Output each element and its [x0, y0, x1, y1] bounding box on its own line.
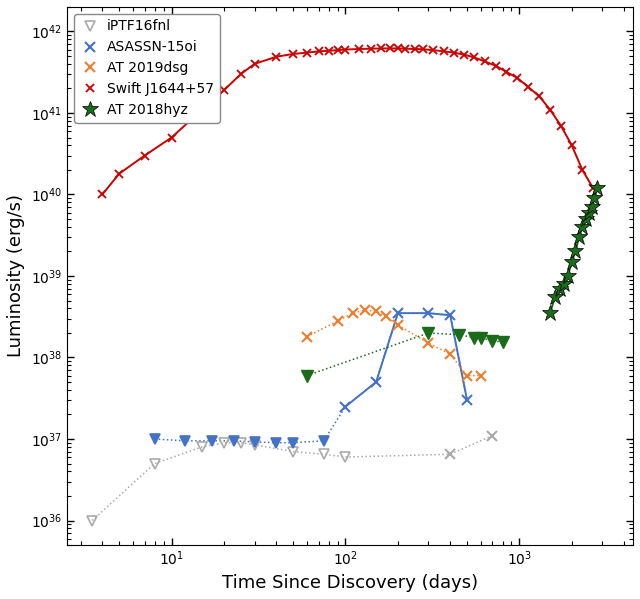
Swift J1644+57 — [546, 106, 554, 113]
Swift J1644+57 — [99, 191, 106, 198]
iPTF16fnl — [320, 450, 328, 458]
AT 2019dsg — [446, 350, 454, 358]
Swift J1644+57 — [502, 68, 510, 75]
AT 2018hyz — [579, 223, 586, 231]
AT 2018hyz — [568, 258, 575, 265]
Swift J1644+57 — [315, 48, 323, 55]
Line: ASASSN-15oi: ASASSN-15oi — [340, 308, 472, 412]
Swift J1644+57 — [273, 53, 280, 60]
AT 2018hyz — [546, 310, 554, 317]
Swift J1644+57 — [325, 47, 333, 55]
Swift J1644+57 — [198, 106, 206, 113]
Swift J1644+57 — [440, 48, 448, 55]
Y-axis label: Luminosity (erg/s): Luminosity (erg/s) — [7, 195, 25, 358]
AT 2018hyz — [593, 184, 601, 192]
Swift J1644+57 — [289, 50, 297, 58]
Swift J1644+57 — [220, 87, 228, 94]
iPTF16fnl — [151, 460, 159, 467]
Swift J1644+57 — [568, 142, 575, 149]
AT 2019dsg — [349, 310, 356, 317]
AT 2019dsg — [425, 340, 433, 347]
AT 2019dsg — [477, 372, 484, 379]
X-axis label: Time Since Discovery (days): Time Since Discovery (days) — [222, 574, 478, 592]
Swift J1644+57 — [386, 45, 394, 52]
AT 2018hyz — [556, 285, 563, 292]
Swift J1644+57 — [419, 46, 427, 53]
Swift J1644+57 — [492, 62, 499, 69]
Swift J1644+57 — [333, 47, 341, 54]
ASASSN-15oi — [425, 310, 433, 317]
Swift J1644+57 — [141, 152, 148, 159]
Swift J1644+57 — [377, 45, 385, 52]
AT 2019dsg — [372, 308, 380, 315]
Swift J1644+57 — [355, 46, 363, 53]
AT 2018hyz — [582, 216, 589, 223]
Swift J1644+57 — [342, 46, 349, 53]
AT 2018hyz — [560, 280, 568, 288]
Line: AT 2018hyz: AT 2018hyz — [541, 180, 605, 322]
AT 2018hyz — [588, 204, 595, 211]
Swift J1644+57 — [589, 184, 597, 192]
Swift J1644+57 — [536, 93, 543, 100]
AT 2018hyz — [575, 234, 583, 241]
Swift J1644+57 — [168, 134, 175, 141]
Line: iPTF16fnl: iPTF16fnl — [88, 438, 350, 525]
AT 2018hyz — [585, 209, 593, 216]
AT 2018hyz — [591, 195, 598, 202]
Swift J1644+57 — [429, 47, 437, 54]
Swift J1644+57 — [115, 170, 123, 177]
AT 2018hyz — [572, 248, 579, 255]
iPTF16fnl — [220, 439, 228, 446]
Line: Swift J1644+57: Swift J1644+57 — [98, 44, 597, 199]
AT 2018hyz — [551, 294, 559, 301]
iPTF16fnl — [198, 443, 206, 450]
ASASSN-15oi — [394, 310, 402, 317]
Swift J1644+57 — [394, 45, 402, 52]
Line: AT 2019dsg: AT 2019dsg — [302, 305, 486, 380]
Swift J1644+57 — [481, 58, 488, 65]
AT 2019dsg — [381, 313, 389, 320]
ASASSN-15oi — [372, 379, 380, 386]
iPTF16fnl — [237, 439, 244, 446]
ASASSN-15oi — [446, 311, 454, 319]
AT 2019dsg — [394, 322, 402, 329]
Swift J1644+57 — [557, 122, 564, 129]
AT 2019dsg — [362, 307, 369, 314]
AT 2019dsg — [303, 333, 311, 340]
Swift J1644+57 — [411, 46, 419, 53]
AT 2019dsg — [463, 372, 471, 379]
Legend: iPTF16fnl, ASASSN-15oi, AT 2019dsg, Swift J1644+57, AT 2018hyz: iPTF16fnl, ASASSN-15oi, AT 2019dsg, Swif… — [74, 14, 220, 123]
ASASSN-15oi — [342, 403, 349, 410]
Swift J1644+57 — [251, 60, 259, 68]
Swift J1644+57 — [579, 167, 586, 174]
Swift J1644+57 — [367, 45, 375, 52]
AT 2018hyz — [564, 273, 572, 280]
Swift J1644+57 — [513, 74, 521, 81]
Swift J1644+57 — [401, 45, 409, 52]
iPTF16fnl — [342, 453, 349, 461]
Swift J1644+57 — [470, 54, 478, 61]
Swift J1644+57 — [460, 51, 468, 58]
Swift J1644+57 — [303, 49, 311, 56]
Swift J1644+57 — [524, 83, 532, 90]
Swift J1644+57 — [237, 71, 244, 78]
AT 2019dsg — [333, 317, 341, 325]
ASASSN-15oi — [463, 397, 471, 404]
iPTF16fnl — [289, 448, 297, 455]
Swift J1644+57 — [450, 49, 458, 56]
iPTF16fnl — [88, 517, 96, 524]
iPTF16fnl — [251, 441, 259, 448]
